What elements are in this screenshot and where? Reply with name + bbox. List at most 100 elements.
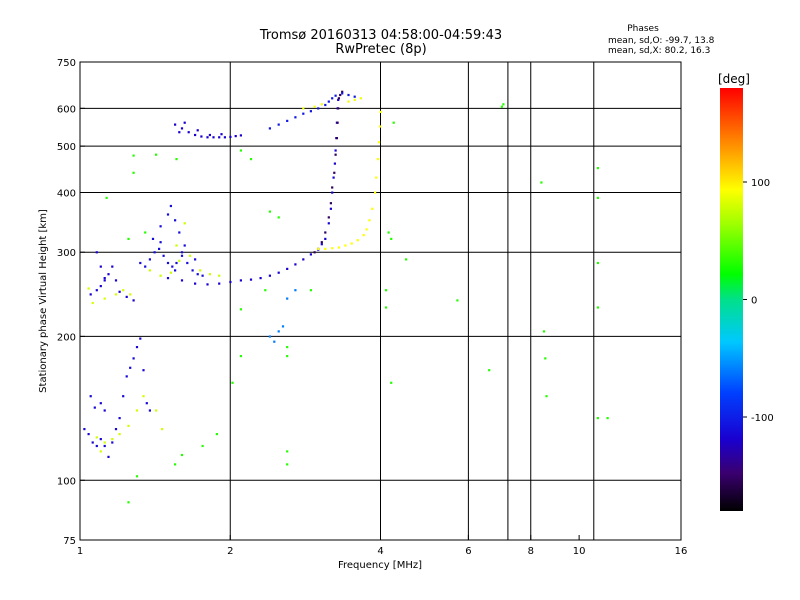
data-point [135, 346, 139, 349]
data-point [169, 204, 172, 208]
data-point [286, 119, 289, 122]
data-point [159, 225, 162, 228]
data-point [302, 258, 305, 261]
y-tick-label: 100 [57, 476, 76, 487]
colorbar-tick-label: 0 [751, 296, 757, 307]
data-point [95, 444, 98, 448]
data-point [93, 406, 96, 409]
data-point [114, 428, 118, 431]
data-point [180, 254, 184, 257]
data-point [132, 171, 135, 174]
data-point [277, 271, 280, 274]
data-point [249, 158, 253, 161]
data-point [234, 135, 237, 138]
data-point [175, 244, 178, 247]
data-point [320, 243, 323, 246]
x-tick-label: 4 [377, 546, 383, 557]
data-point [180, 279, 184, 282]
data-point [259, 277, 262, 280]
data-point [148, 269, 151, 272]
data-point [111, 441, 114, 444]
data-point [218, 136, 221, 139]
x-tick-label: 2 [227, 546, 233, 557]
y-tick-label: 600 [57, 104, 76, 115]
data-point [89, 293, 92, 296]
data-point [129, 366, 132, 369]
y-tick-label: 75 [63, 536, 76, 547]
data-point [151, 237, 155, 240]
data-point [99, 450, 102, 453]
data-point [99, 265, 102, 268]
data-point [379, 125, 382, 128]
data-point [196, 129, 199, 132]
data-point [596, 306, 599, 309]
data-point [125, 375, 128, 378]
data-point [99, 402, 102, 405]
y-tick-label: 200 [57, 332, 76, 343]
data-point [268, 274, 271, 277]
data-point [376, 158, 379, 161]
data-point [111, 265, 114, 268]
data-point [132, 357, 135, 360]
y-axis-label: Stationary phase Virtual Height [km] [38, 209, 49, 393]
data-point [390, 237, 393, 240]
data-point [122, 289, 125, 292]
data-point [390, 381, 393, 384]
colorbar-label: [deg] [718, 72, 750, 86]
data-point [542, 330, 546, 333]
data-point [95, 436, 98, 439]
data-point [103, 277, 106, 280]
grid-lines [80, 62, 681, 540]
data-point [456, 299, 459, 302]
data-point [183, 222, 186, 225]
data-point [362, 234, 365, 237]
data-point [174, 219, 177, 222]
data-point [286, 450, 289, 453]
data-point [488, 369, 491, 372]
data-point [188, 254, 192, 257]
data-point [341, 90, 344, 93]
data-point [294, 289, 297, 292]
data-point [353, 98, 356, 101]
data-point [111, 438, 114, 441]
data-point [166, 213, 170, 216]
data-point [347, 93, 350, 97]
data-point [365, 228, 368, 231]
data-point [313, 251, 316, 254]
data-point [183, 244, 186, 247]
data-point [320, 103, 323, 106]
stats-o-mode: mean, sd,O: -99.7, 13.8 [608, 36, 715, 46]
data-point [118, 433, 121, 436]
data-point [178, 231, 181, 234]
data-point [239, 355, 242, 358]
data-point [114, 293, 118, 296]
data-point [331, 191, 334, 194]
data-point [596, 261, 599, 265]
data-point [118, 290, 121, 293]
data-point [329, 207, 332, 210]
data-point [125, 295, 128, 298]
data-point [212, 136, 215, 139]
data-point [95, 289, 98, 292]
data-point [139, 337, 142, 340]
data-point [337, 246, 340, 249]
data-point [268, 210, 271, 213]
data-point [286, 355, 289, 358]
x-tick-label: 10 [573, 546, 586, 557]
y-tick-label: 750 [57, 58, 76, 69]
data-point [344, 244, 347, 247]
data-point [103, 441, 106, 444]
data-point [333, 162, 336, 165]
data-point [309, 253, 312, 256]
data-point [201, 274, 204, 277]
data-point [99, 438, 102, 441]
data-point [208, 133, 211, 137]
data-point [327, 222, 330, 225]
data-point [139, 261, 142, 265]
data-points [83, 90, 609, 504]
data-point [180, 251, 184, 254]
data-point [335, 137, 338, 140]
data-point [191, 269, 194, 272]
data-point [540, 181, 543, 184]
data-point [178, 131, 181, 134]
